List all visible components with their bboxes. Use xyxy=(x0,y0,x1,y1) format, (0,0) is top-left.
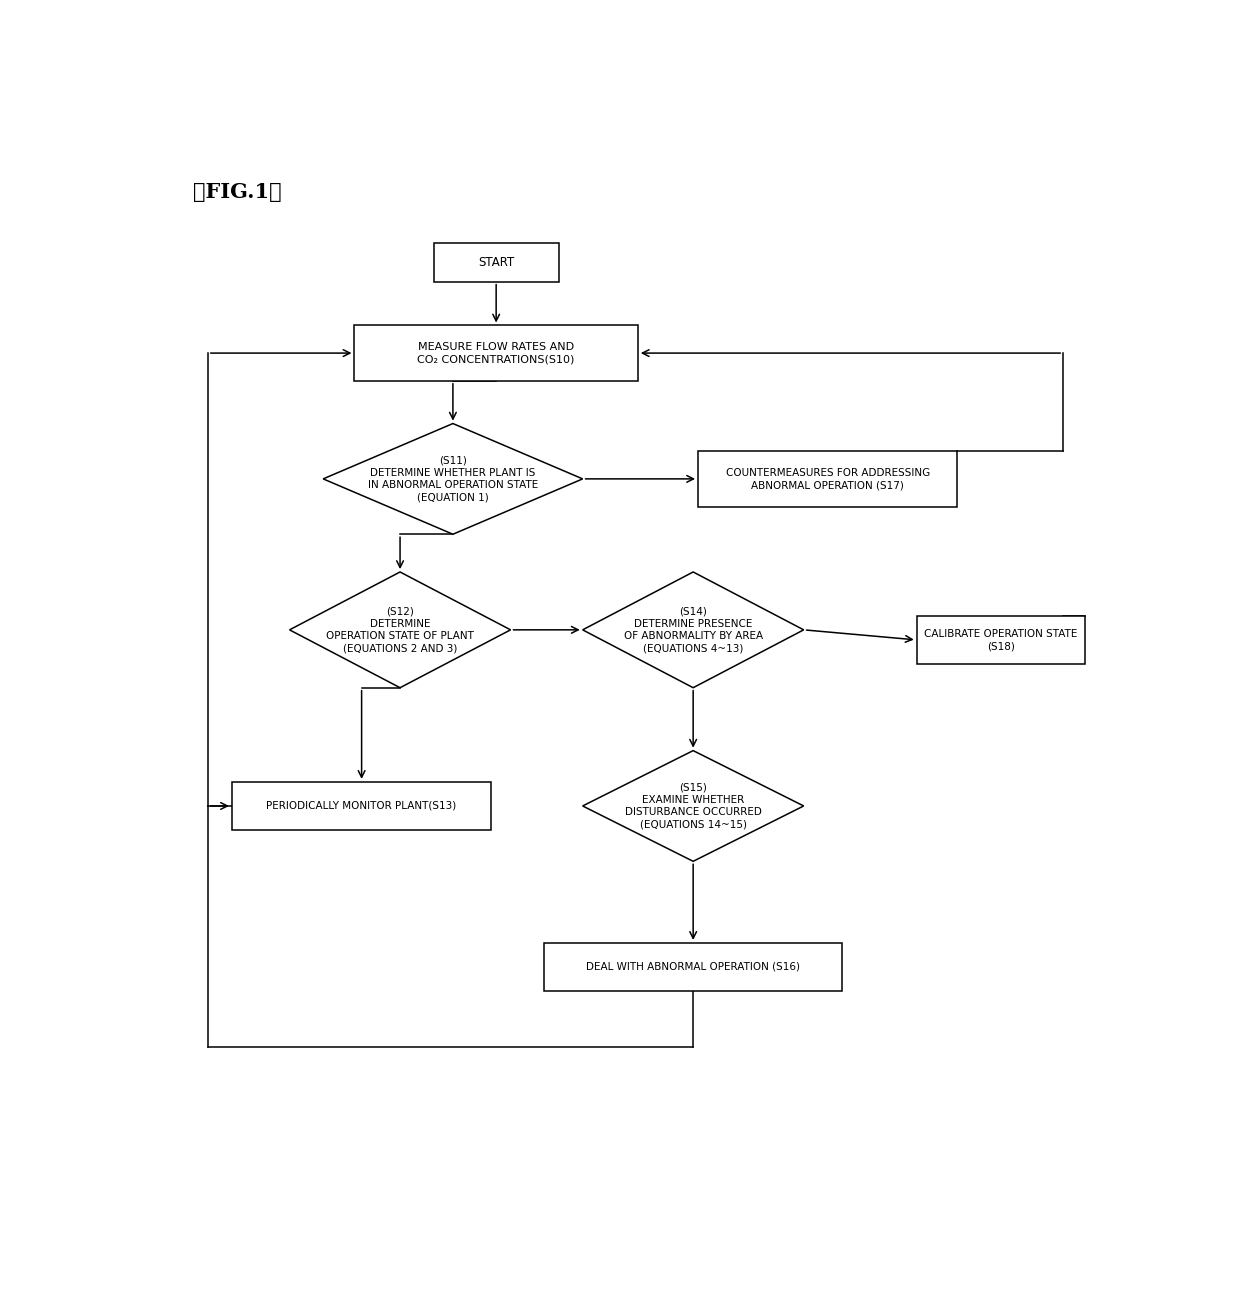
Bar xyxy=(544,942,842,991)
Bar xyxy=(698,451,957,507)
Text: DEAL WITH ABNORMAL OPERATION (S16): DEAL WITH ABNORMAL OPERATION (S16) xyxy=(587,962,800,972)
Bar xyxy=(232,782,491,830)
Polygon shape xyxy=(583,750,804,861)
Text: (S15)
EXAMINE WHETHER
DISTURBANCE OCCURRED
(EQUATIONS 14~15): (S15) EXAMINE WHETHER DISTURBANCE OCCURR… xyxy=(625,783,761,830)
Bar xyxy=(355,325,637,380)
Bar xyxy=(434,243,558,281)
Bar xyxy=(916,616,1085,664)
Text: 』FIG.1『: 』FIG.1『 xyxy=(193,182,281,203)
Text: MEASURE FLOW RATES AND
CO₂ CONCENTRATIONS(S10): MEASURE FLOW RATES AND CO₂ CONCENTRATION… xyxy=(418,342,575,365)
Text: (S12)
DETERMINE
OPERATION STATE OF PLANT
(EQUATIONS 2 AND 3): (S12) DETERMINE OPERATION STATE OF PLANT… xyxy=(326,606,474,654)
Text: (S11)
DETERMINE WHETHER PLANT IS
IN ABNORMAL OPERATION STATE
(EQUATION 1): (S11) DETERMINE WHETHER PLANT IS IN ABNO… xyxy=(368,455,538,502)
Text: CALIBRATE OPERATION STATE
(S18): CALIBRATE OPERATION STATE (S18) xyxy=(924,629,1078,651)
Text: COUNTERMEASURES FOR ADDRESSING
ABNORMAL OPERATION (S17): COUNTERMEASURES FOR ADDRESSING ABNORMAL … xyxy=(725,468,930,490)
Polygon shape xyxy=(290,572,511,687)
Text: (S14)
DETERMINE PRESENCE
OF ABNORMALITY BY AREA
(EQUATIONS 4~13): (S14) DETERMINE PRESENCE OF ABNORMALITY … xyxy=(624,606,763,654)
Polygon shape xyxy=(324,423,583,535)
Text: START: START xyxy=(479,256,515,269)
Polygon shape xyxy=(583,572,804,687)
Text: PERIODICALLY MONITOR PLANT(S13): PERIODICALLY MONITOR PLANT(S13) xyxy=(267,801,456,810)
